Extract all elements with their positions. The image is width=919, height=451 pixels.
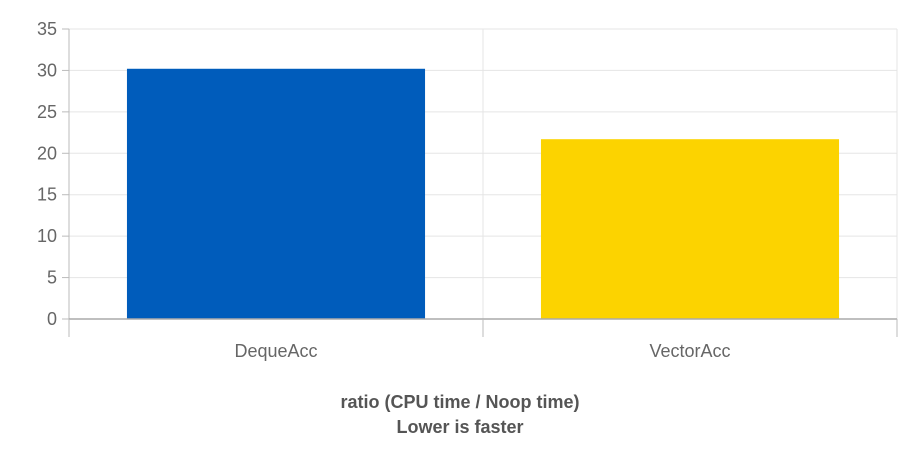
bar-vectoracc [540, 139, 840, 319]
x-tick-label: VectorAcc [649, 341, 730, 361]
axes [62, 28, 898, 337]
y-tick-label: 5 [47, 268, 57, 288]
y-tick-label: 20 [37, 143, 57, 163]
y-tick-label: 0 [47, 309, 57, 329]
y-tick-label: 10 [37, 226, 57, 246]
bar-dequeacc [126, 68, 426, 320]
y-tick-label: 30 [37, 60, 57, 80]
bars [126, 68, 840, 320]
labels: 0 5 10 15 20 25 30 35 DequeAcc VectorAcc [37, 19, 731, 361]
y-tick-label: 35 [37, 19, 57, 39]
y-tick-label: 15 [37, 185, 57, 205]
x-tick-label: DequeAcc [234, 341, 317, 361]
y-tick-label: 25 [37, 102, 57, 122]
chart-caption-line1: ratio (CPU time / Noop time) [340, 392, 579, 412]
chart-caption-line2: Lower is faster [396, 417, 523, 437]
